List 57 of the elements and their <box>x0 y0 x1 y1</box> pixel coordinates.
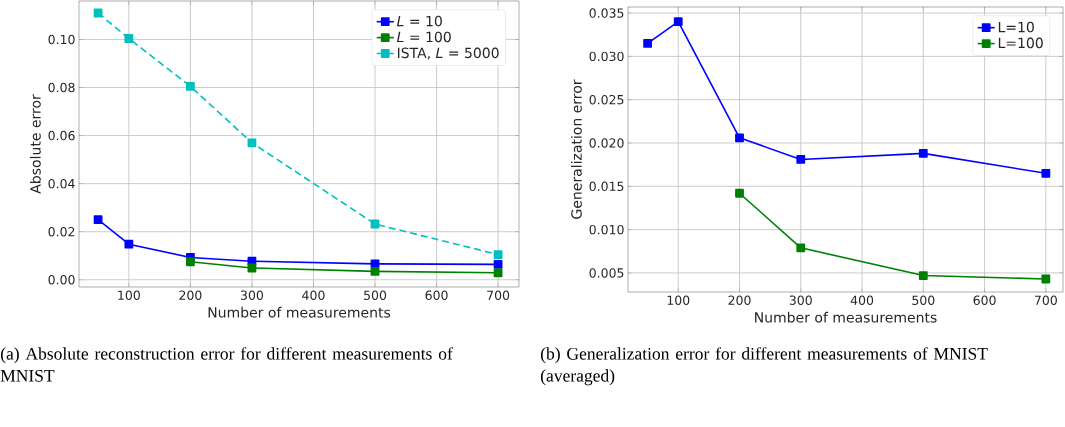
y-tick-label: 0.020 <box>589 138 624 148</box>
x-tick-label: 200 <box>728 295 751 305</box>
point <box>673 17 683 27</box>
point <box>918 148 928 158</box>
point <box>186 81 195 91</box>
x-tick-label: 200 <box>179 290 202 300</box>
x-tick-label: 500 <box>364 290 387 300</box>
y-tick-label: 0.02 <box>48 226 75 237</box>
point <box>796 243 806 253</box>
y-tick-label: 0.08 <box>48 82 75 93</box>
y-tick-label: 0.10 <box>48 34 75 45</box>
y-tick-label: 0.035 <box>589 8 624 18</box>
point <box>493 268 503 278</box>
y-tick-label: 0.025 <box>589 94 624 105</box>
y-tick-label: 0.030 <box>589 51 624 62</box>
x-tick-label: 700 <box>1034 295 1057 305</box>
text: (b) Generalization error for different measurements of MNIST (averaged) <box>540 347 988 386</box>
x-tick-label: 400 <box>850 295 874 305</box>
x-tick-label: 700 <box>487 290 510 300</box>
x-tick-label: 300 <box>240 290 264 300</box>
point <box>93 215 103 225</box>
point <box>1041 168 1051 178</box>
point <box>796 155 806 164</box>
point <box>124 34 134 43</box>
point <box>1041 274 1051 284</box>
text: (a) Absolute reconstruction error for different measurements of MNIST <box>0 347 453 382</box>
y-tick-label: 0.005 <box>589 268 624 278</box>
point <box>643 38 653 48</box>
x-axis-title: Number of measurements <box>755 311 937 323</box>
y-tick-label: 0.010 <box>589 224 624 235</box>
x-tick-label: 300 <box>789 295 812 305</box>
legend-label: L = 10 <box>396 15 442 27</box>
point <box>735 188 744 198</box>
x-tick-label: 400 <box>302 290 325 300</box>
point <box>124 239 134 249</box>
y-tick-label: 0.00 <box>48 275 75 285</box>
point <box>735 133 744 143</box>
legend-label: L=100 <box>998 37 1043 49</box>
y-axis-title: Generalization error <box>570 79 582 219</box>
point <box>493 250 503 259</box>
x-tick-label: 600 <box>425 290 448 300</box>
point <box>370 266 380 276</box>
y-tick-label: 0.04 <box>48 178 75 189</box>
y-tick-label: 0.015 <box>589 181 624 192</box>
x-tick-label: 600 <box>973 295 996 305</box>
y-axis-title: Absolute error <box>29 94 41 194</box>
point <box>186 257 195 267</box>
point <box>247 138 257 148</box>
legend-label: L = 100 <box>396 31 451 43</box>
point <box>918 271 928 280</box>
legend-label: L=10 <box>998 21 1034 33</box>
x-tick-label: 100 <box>118 290 140 300</box>
x-tick-label: 100 <box>667 295 690 305</box>
x-tick-label: 500 <box>912 295 935 305</box>
x-axis-title: Number of measurements <box>208 306 391 318</box>
legend-label: ISTA, L = 5000 <box>397 47 499 60</box>
y-tick-label: 0.06 <box>48 130 75 141</box>
